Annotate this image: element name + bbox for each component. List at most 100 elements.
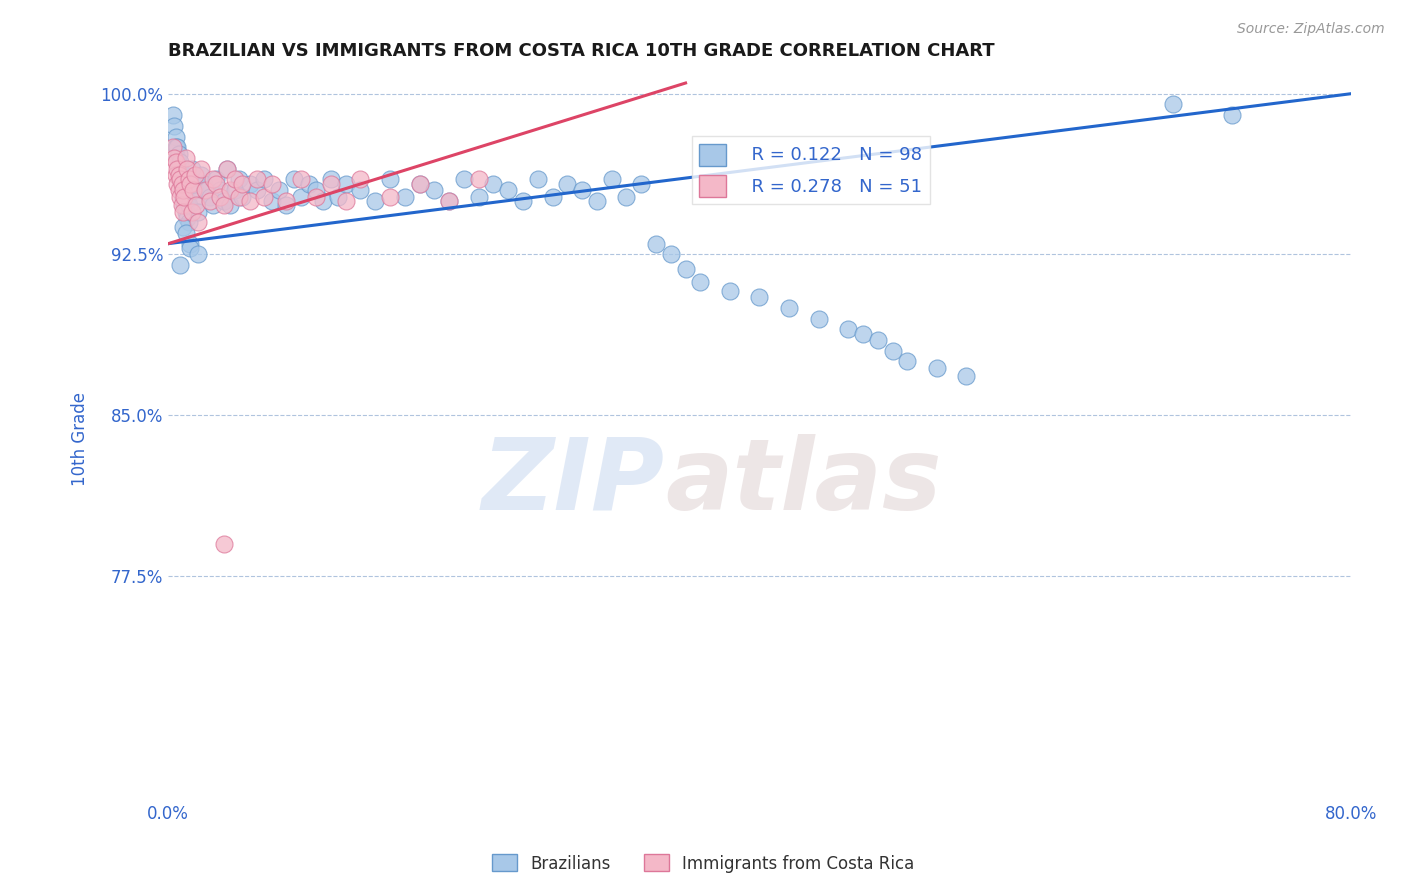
Point	[437, 194, 460, 208]
Point	[748, 290, 770, 304]
Point	[169, 189, 191, 203]
Point	[437, 194, 460, 208]
Point	[165, 168, 187, 182]
Point	[260, 177, 283, 191]
Point	[378, 172, 401, 186]
Point	[600, 172, 623, 186]
Point	[807, 311, 830, 326]
Point	[1222, 108, 1244, 122]
Point	[512, 194, 534, 208]
Point	[193, 177, 215, 191]
Point	[201, 172, 224, 186]
Point	[896, 354, 918, 368]
Point	[167, 168, 190, 182]
Point	[187, 247, 209, 261]
Point	[201, 198, 224, 212]
Point	[837, 322, 859, 336]
Point	[170, 183, 193, 197]
Point	[224, 183, 246, 197]
Point	[165, 140, 187, 154]
Point	[166, 140, 188, 154]
Point	[167, 183, 190, 197]
Point	[238, 194, 260, 208]
Point	[170, 177, 193, 191]
Point	[163, 119, 186, 133]
Point	[482, 177, 505, 191]
Point	[183, 177, 205, 191]
Point	[305, 183, 328, 197]
Point	[616, 189, 638, 203]
Point	[180, 161, 202, 176]
Point	[267, 183, 290, 197]
Point	[177, 172, 200, 186]
Point	[290, 189, 312, 203]
Point	[882, 343, 904, 358]
Point	[172, 183, 194, 197]
Point	[177, 215, 200, 229]
Point	[179, 236, 201, 251]
Point	[283, 172, 305, 186]
Point	[162, 140, 184, 154]
Point	[163, 151, 186, 165]
Point	[675, 262, 697, 277]
Point	[231, 177, 253, 191]
Point	[290, 172, 312, 186]
Point	[214, 194, 236, 208]
Point	[187, 204, 209, 219]
Point	[467, 172, 489, 186]
Point	[174, 226, 197, 240]
Point	[467, 189, 489, 203]
Point	[852, 326, 875, 341]
Point	[173, 198, 195, 212]
Point	[228, 189, 250, 203]
Point	[169, 258, 191, 272]
Point	[925, 360, 948, 375]
Point	[659, 247, 682, 261]
Point	[298, 177, 321, 191]
Point	[172, 204, 194, 219]
Point	[169, 172, 191, 186]
Point	[165, 155, 187, 169]
Y-axis label: 10th Grade: 10th Grade	[72, 392, 89, 485]
Point	[305, 189, 328, 203]
Point	[179, 241, 201, 255]
Point	[408, 177, 430, 191]
Point	[219, 183, 242, 197]
Point	[689, 275, 711, 289]
Point	[167, 146, 190, 161]
Point	[214, 536, 236, 550]
Point	[162, 108, 184, 122]
Point	[183, 183, 205, 197]
Point	[187, 215, 209, 229]
Point	[312, 194, 335, 208]
Point	[260, 194, 283, 208]
Point	[228, 172, 250, 186]
Point	[217, 161, 239, 176]
Point	[179, 177, 201, 191]
Point	[169, 155, 191, 169]
Point	[555, 177, 578, 191]
Point	[184, 183, 207, 197]
Point	[173, 189, 195, 203]
Point	[179, 172, 201, 186]
Point	[586, 194, 609, 208]
Point	[246, 172, 269, 186]
Point	[349, 183, 371, 197]
Point	[394, 189, 416, 203]
Text: ZIP: ZIP	[482, 434, 665, 531]
Text: Source: ZipAtlas.com: Source: ZipAtlas.com	[1237, 22, 1385, 37]
Point	[190, 168, 212, 182]
Point	[180, 204, 202, 219]
Point	[319, 177, 342, 191]
Point	[208, 189, 231, 203]
Point	[169, 172, 191, 186]
Point	[186, 194, 208, 208]
Point	[408, 177, 430, 191]
Point	[630, 177, 652, 191]
Point	[253, 172, 276, 186]
Point	[208, 183, 231, 197]
Point	[177, 198, 200, 212]
Point	[166, 177, 188, 191]
Point	[328, 189, 350, 203]
Point	[1163, 97, 1185, 112]
